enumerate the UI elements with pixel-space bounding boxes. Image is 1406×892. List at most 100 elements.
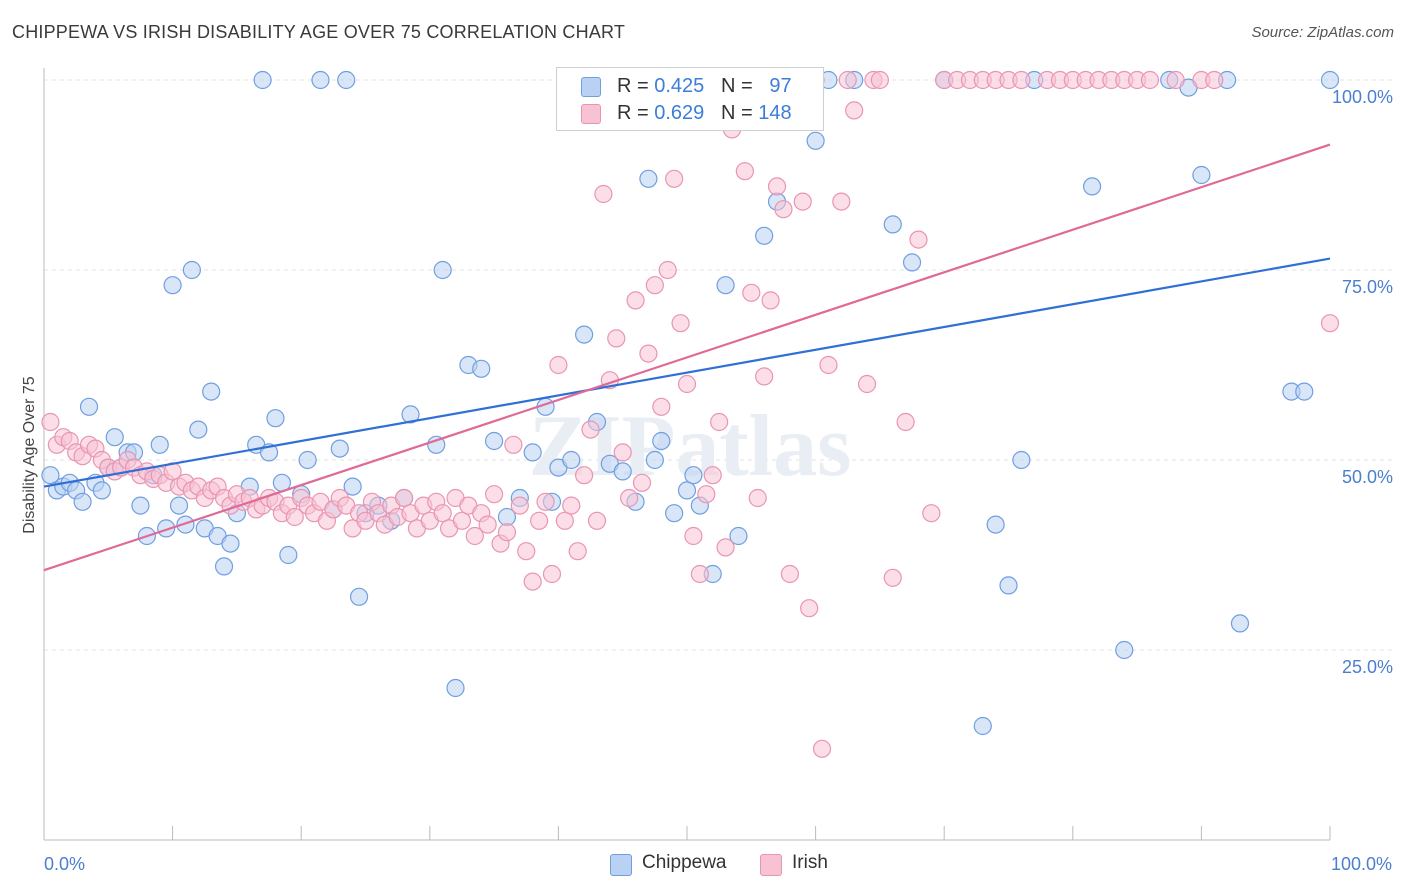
chippewa-point: [639, 169, 658, 188]
irish-point: [555, 511, 574, 530]
irish-point: [465, 526, 484, 546]
chippewa-point: [163, 276, 182, 295]
y-tick-labels: 25.0% 50.0% 75.0% 100.0%: [1332, 87, 1393, 677]
irish-point: [620, 488, 639, 508]
chippewa-point: [755, 226, 774, 245]
chippewa-point: [202, 382, 221, 401]
irish-point: [677, 374, 697, 394]
chippewa-point: [1295, 382, 1314, 401]
irish-point: [690, 564, 709, 584]
irish-point: [542, 564, 562, 584]
chippewa-point: [973, 716, 992, 736]
chippewa-point: [883, 215, 902, 234]
irish-point: [1320, 314, 1340, 333]
chippewa-point: [131, 496, 150, 515]
chippewa-point: [986, 515, 1005, 534]
chippewa-point: [472, 359, 491, 378]
irish-point: [838, 70, 857, 90]
irish-trend-line: [43, 143, 1331, 572]
y-axis-label: Disability Age Over 75: [21, 376, 38, 534]
chippewa-point: [1082, 177, 1102, 196]
chippewa-point: [999, 576, 1018, 595]
irish-point: [812, 739, 832, 758]
irish-point: [748, 488, 767, 508]
irish-point: [41, 412, 60, 432]
legend-r-value: 0.425: [654, 75, 705, 97]
chippewa-point: [575, 325, 594, 344]
legend-r-label: R =: [617, 102, 649, 124]
chippewa-point: [311, 70, 330, 90]
irish-point: [1205, 70, 1224, 90]
chippewa-point: [401, 405, 420, 424]
irish-point: [755, 367, 774, 386]
irish-point: [594, 184, 613, 204]
irish-point: [632, 473, 652, 492]
x-tick-label-max: 100.0%: [1331, 854, 1392, 874]
irish-point: [800, 599, 819, 618]
irish-point: [697, 485, 716, 504]
irish-point: [485, 485, 504, 504]
chippewa-point: [677, 481, 697, 500]
irish-point: [523, 572, 542, 591]
chippewa-point: [266, 409, 285, 428]
irish-point: [870, 70, 890, 90]
chippewa-point: [41, 466, 60, 485]
irish-point: [568, 542, 587, 561]
y-tick-label: 50.0%: [1342, 467, 1393, 487]
irish-point: [1140, 70, 1160, 90]
chippewa-point: [902, 253, 922, 272]
chippewa-point: [729, 526, 748, 546]
chippewa-point: [169, 496, 189, 515]
chippewa-point: [684, 466, 703, 485]
irish-point: [452, 511, 472, 530]
chippewa-point: [343, 477, 362, 496]
legend-r-value: 0.629: [654, 102, 705, 124]
irish-point: [478, 515, 497, 534]
irish-point: [575, 466, 594, 485]
chippewa-point: [92, 481, 111, 500]
irish-point: [857, 374, 877, 394]
x-tick-label-min: 0.0%: [44, 854, 85, 874]
irish-point: [761, 291, 780, 310]
legend-n-value: 97: [769, 75, 792, 97]
irish-point: [581, 420, 600, 439]
chippewa-point: [189, 420, 208, 439]
irish-point: [536, 492, 555, 511]
chippewa-point: [1115, 640, 1134, 660]
irish-point: [433, 504, 452, 523]
chippewa-point: [105, 428, 124, 447]
irish-point: [607, 329, 626, 348]
legend-r-label: R =: [617, 75, 649, 97]
y-tick-label: 100.0%: [1332, 87, 1393, 107]
irish-point: [562, 496, 581, 515]
chippewa-point: [1230, 614, 1250, 633]
irish-point: [1166, 70, 1185, 90]
chippewa-point: [485, 431, 504, 451]
chippewa-point: [562, 450, 581, 470]
irish-point: [549, 355, 568, 375]
chippewa-point: [176, 515, 195, 534]
irish-point: [767, 177, 787, 196]
chippewa-point: [645, 450, 664, 470]
chippewa-point: [349, 587, 369, 606]
chippewa-point: [330, 439, 349, 458]
irish-point: [819, 355, 838, 375]
irish-point: [883, 568, 902, 587]
chippewa-point: [253, 70, 272, 90]
chippewa-point: [221, 534, 240, 553]
irish-point: [504, 435, 523, 454]
irish-point: [639, 344, 658, 363]
irish-point: [896, 412, 915, 432]
irish-point: [716, 538, 735, 557]
irish-point: [793, 192, 812, 211]
chippewa-point: [523, 443, 542, 462]
chippewa-point: [79, 397, 99, 416]
irish-point: [909, 230, 928, 249]
irish-point: [1012, 70, 1031, 90]
chippewa-point: [1320, 70, 1340, 90]
irish-point: [613, 443, 632, 462]
source-label: Source: ZipAtlas.com: [1251, 24, 1394, 41]
irish-point: [394, 488, 414, 508]
chippewa-point: [150, 435, 169, 454]
